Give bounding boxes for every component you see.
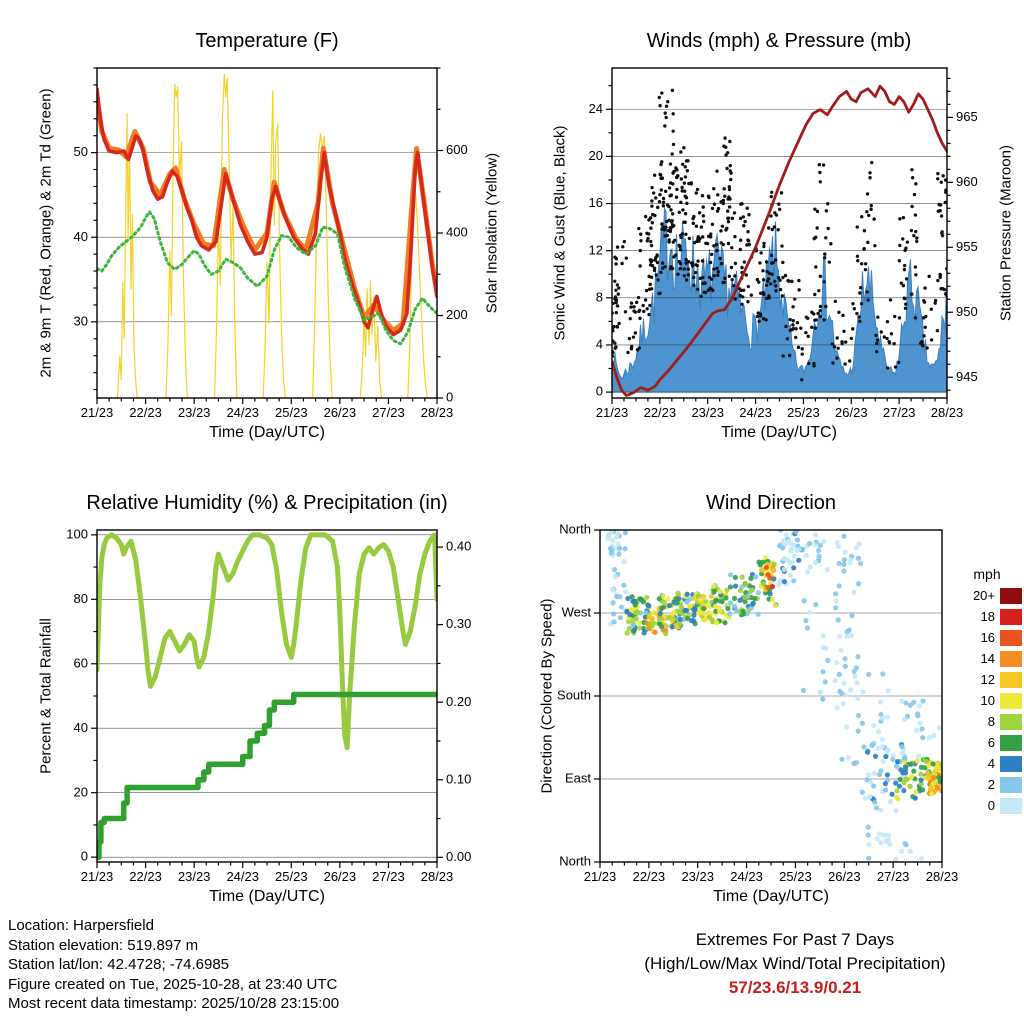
winds-xaxis-label: Time (Day/UTC)	[721, 424, 837, 441]
extremes-title: Extremes For Past 7 Days	[695, 930, 895, 949]
wind-direction-xaxis-label: Time (Day/UTC)	[713, 888, 829, 905]
legend-label: 0	[987, 798, 995, 813]
legend-label: 8	[987, 714, 995, 729]
temperature-chart-title: Temperature (F)	[195, 30, 339, 52]
legend-label: 6	[987, 735, 995, 750]
legend-row: 12	[952, 669, 1022, 690]
legend-label: 20+	[972, 588, 995, 603]
legend-swatch	[1000, 692, 1022, 709]
figure-created: Figure created on Tue, 2025-10-28, at 23…	[8, 975, 338, 993]
legend-row: 2	[952, 774, 1022, 795]
humidity-chart-title: Relative Humidity (%) & Precipitation (i…	[86, 492, 448, 514]
wind-speed-legend: mph 20+ 18 16 14 12 10 8 6 4 2 0	[952, 566, 1022, 816]
legend-swatch	[1000, 776, 1022, 793]
extremes-block: Extremes For Past 7 Days (High/Low/Max W…	[560, 928, 1024, 1000]
humidity-xaxis-label: Time (Day/UTC)	[209, 888, 325, 905]
legend-label: 2	[987, 777, 995, 792]
legend-row: 4	[952, 753, 1022, 774]
legend-label: 10	[980, 693, 995, 708]
legend-label: 14	[980, 651, 995, 666]
legend-row: 8	[952, 711, 1022, 732]
temperature-yaxis-left-label: 2m & 9m T (Red, Orange) & 2m Td (Green)	[37, 88, 55, 378]
winds-yaxis-right-label: Station Pressure (Maroon)	[997, 145, 1015, 321]
legend-swatch	[1000, 797, 1022, 814]
wind-direction-chart-title: Wind Direction	[705, 492, 837, 514]
legend-swatch	[1000, 629, 1022, 646]
legend-label: 18	[980, 609, 995, 624]
extremes-values: 57/23.6/13.9/0.21	[728, 978, 862, 997]
legend-swatch	[1000, 650, 1022, 667]
legend-row: 10	[952, 690, 1022, 711]
legend-row: 20+	[952, 585, 1022, 606]
legend-row: 16	[952, 627, 1022, 648]
legend-label: 16	[980, 630, 995, 645]
extremes-subtitle: (High/Low/Max Wind/Total Precipitation)	[644, 954, 946, 973]
legend-swatch	[1000, 671, 1022, 688]
winds-chart-title: Winds (mph) & Pressure (mb)	[646, 30, 912, 52]
legend-swatch	[1000, 608, 1022, 625]
data-timestamp: Most recent data timestamp: 2025/10/28 2…	[8, 995, 340, 1012]
humidity-yaxis-left-label: Percent & Total Rainfall	[37, 618, 55, 774]
legend-swatch	[1000, 734, 1022, 751]
legend-swatch	[1000, 587, 1022, 604]
winds-yaxis-left-label: Sonic Wind & Gust (Blue, Black)	[551, 125, 569, 341]
legend-row: 6	[952, 732, 1022, 753]
station-latlon: Station lat/lon: 42.4728; -74.6985	[8, 956, 230, 973]
legend-swatch	[1000, 755, 1022, 772]
station-elevation: Station elevation: 519.897 m	[8, 936, 199, 954]
station-location: Location: Harpersfield	[8, 917, 154, 934]
legend-label: 12	[980, 672, 995, 687]
station-info: Location: Harpersfield Station elevation…	[8, 916, 339, 1014]
legend-title: mph	[973, 566, 1001, 582]
legend-row: 14	[952, 648, 1022, 669]
legend-swatch	[1000, 713, 1022, 730]
temperature-yaxis-right-label: Solar Insolation (Yellow)	[483, 152, 501, 314]
temperature-xaxis-label: Time (Day/UTC)	[209, 424, 325, 441]
legend-row: 18	[952, 606, 1022, 627]
legend-row: 0	[952, 795, 1022, 816]
wind-direction-yaxis-left-label: Direction (Colored By Speed)	[538, 598, 556, 794]
legend-label: 4	[987, 756, 995, 771]
